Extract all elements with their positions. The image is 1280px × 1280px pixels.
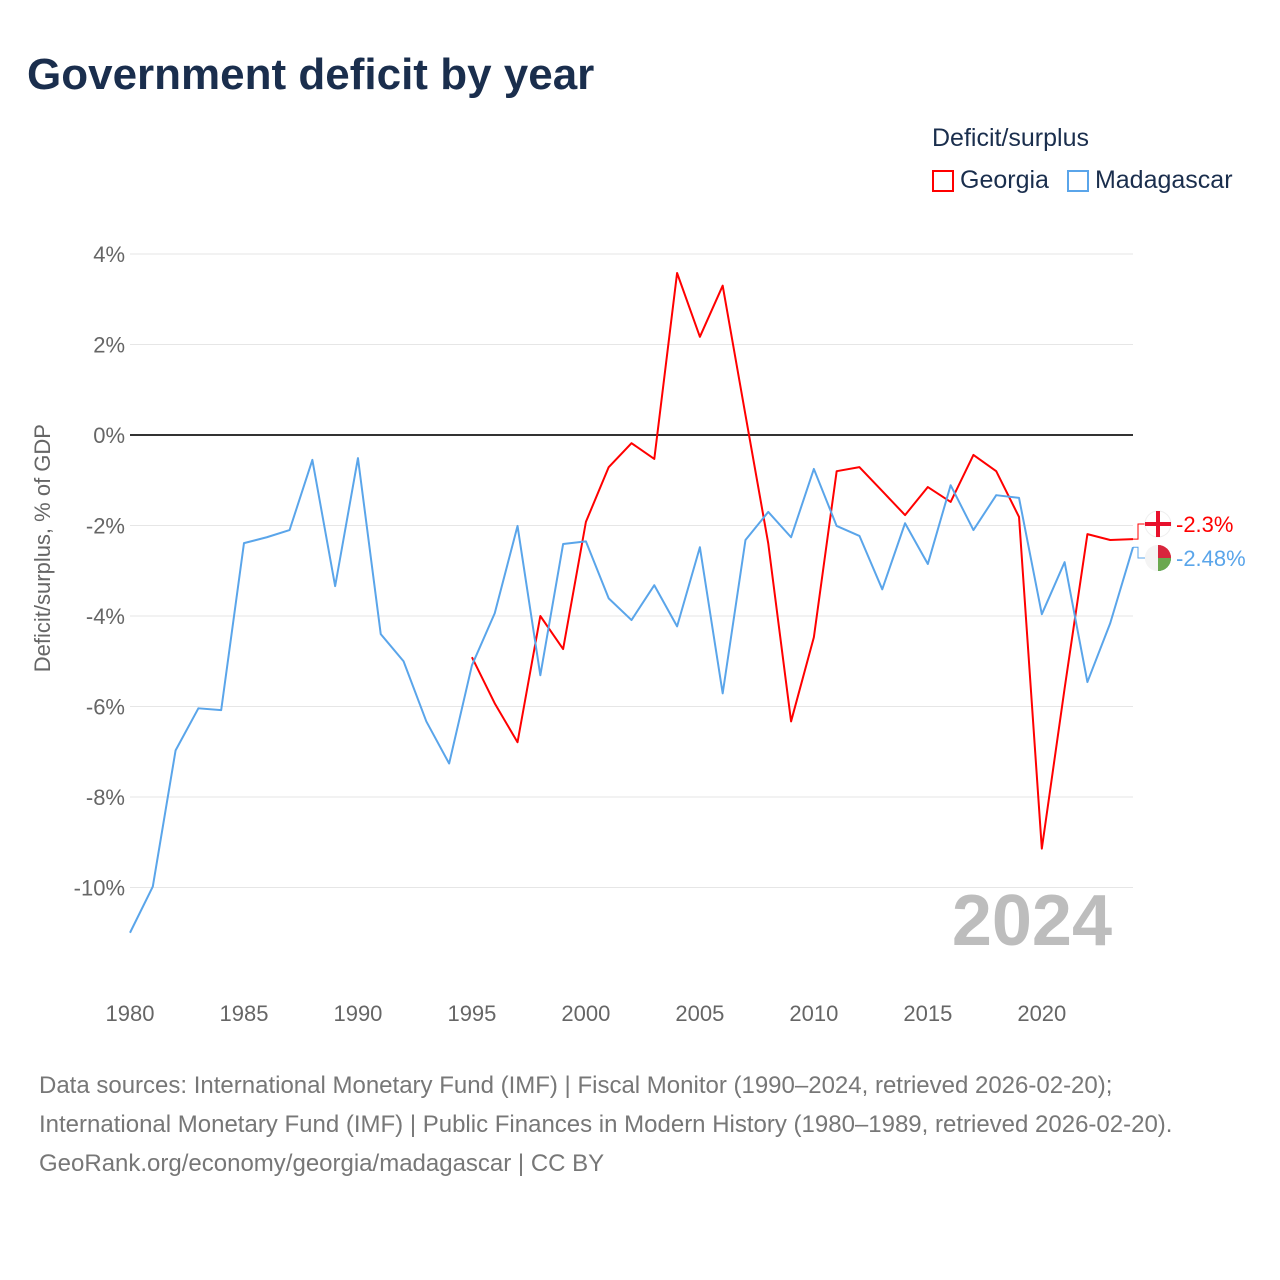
data-sources: Data sources: International Monetary Fun… (39, 1072, 1173, 1138)
legend-swatch-madagascar (1066, 169, 1089, 192)
x-tick-label: 1990 (333, 1001, 382, 1026)
legend-swatch-georgia (932, 169, 954, 192)
flag-white (1145, 545, 1158, 571)
year-watermark: 2024 (952, 881, 1112, 961)
series-line-georgia (471, 272, 1134, 850)
x-tick-label: 2005 (675, 1001, 724, 1026)
x-tick-label: 2010 (789, 1001, 838, 1026)
x-tick-label: 2020 (1017, 1001, 1066, 1026)
legend-label: Georgia (960, 166, 1049, 194)
legend-item-madagascar[interactable]: Madagascar (1066, 166, 1233, 195)
credit-link[interactable]: GeoRank.org/economy/georgia/madagascar |… (39, 1150, 605, 1177)
y-tick-label: -4% (86, 604, 125, 629)
x-tick-label: 1980 (106, 1001, 155, 1026)
y-axis-label: Deficit/surplus, % of GDP (30, 424, 55, 672)
x-tick-label: 1985 (220, 1001, 269, 1026)
x-tick-label: 1995 (447, 1001, 496, 1026)
end-value-label-madagascar: -2.48% (1176, 546, 1246, 571)
y-tick-label: 4% (93, 242, 125, 267)
legend: Georgia Madagascar (932, 166, 1233, 195)
series-line-madagascar (129, 457, 1134, 934)
x-tick-label: 2000 (561, 1001, 610, 1026)
flag-red (1158, 545, 1171, 558)
x-tick-label: 2015 (903, 1001, 952, 1026)
end-value-label-georgia: -2.3% (1176, 512, 1233, 537)
y-tick-label: -2% (86, 514, 125, 539)
y-tick-label: -6% (86, 695, 125, 720)
footer: Data sources: International Monetary Fun… (39, 1066, 1239, 1183)
flag-green (1158, 558, 1171, 571)
y-tick-label: -8% (86, 785, 125, 810)
legend-title: Deficit/surplus (932, 124, 1089, 152)
page-title: Government deficit by year (27, 50, 595, 99)
legend-item-georgia[interactable]: Georgia (932, 166, 1049, 195)
end-label-connector (1133, 546, 1145, 559)
y-tick-label: 2% (93, 333, 125, 358)
end-label-connector (1133, 523, 1145, 540)
y-tick-label: -10% (74, 876, 125, 901)
y-tick-label: 0% (93, 423, 125, 448)
flag-cross (1156, 511, 1160, 537)
legend-label: Madagascar (1094, 166, 1233, 194)
